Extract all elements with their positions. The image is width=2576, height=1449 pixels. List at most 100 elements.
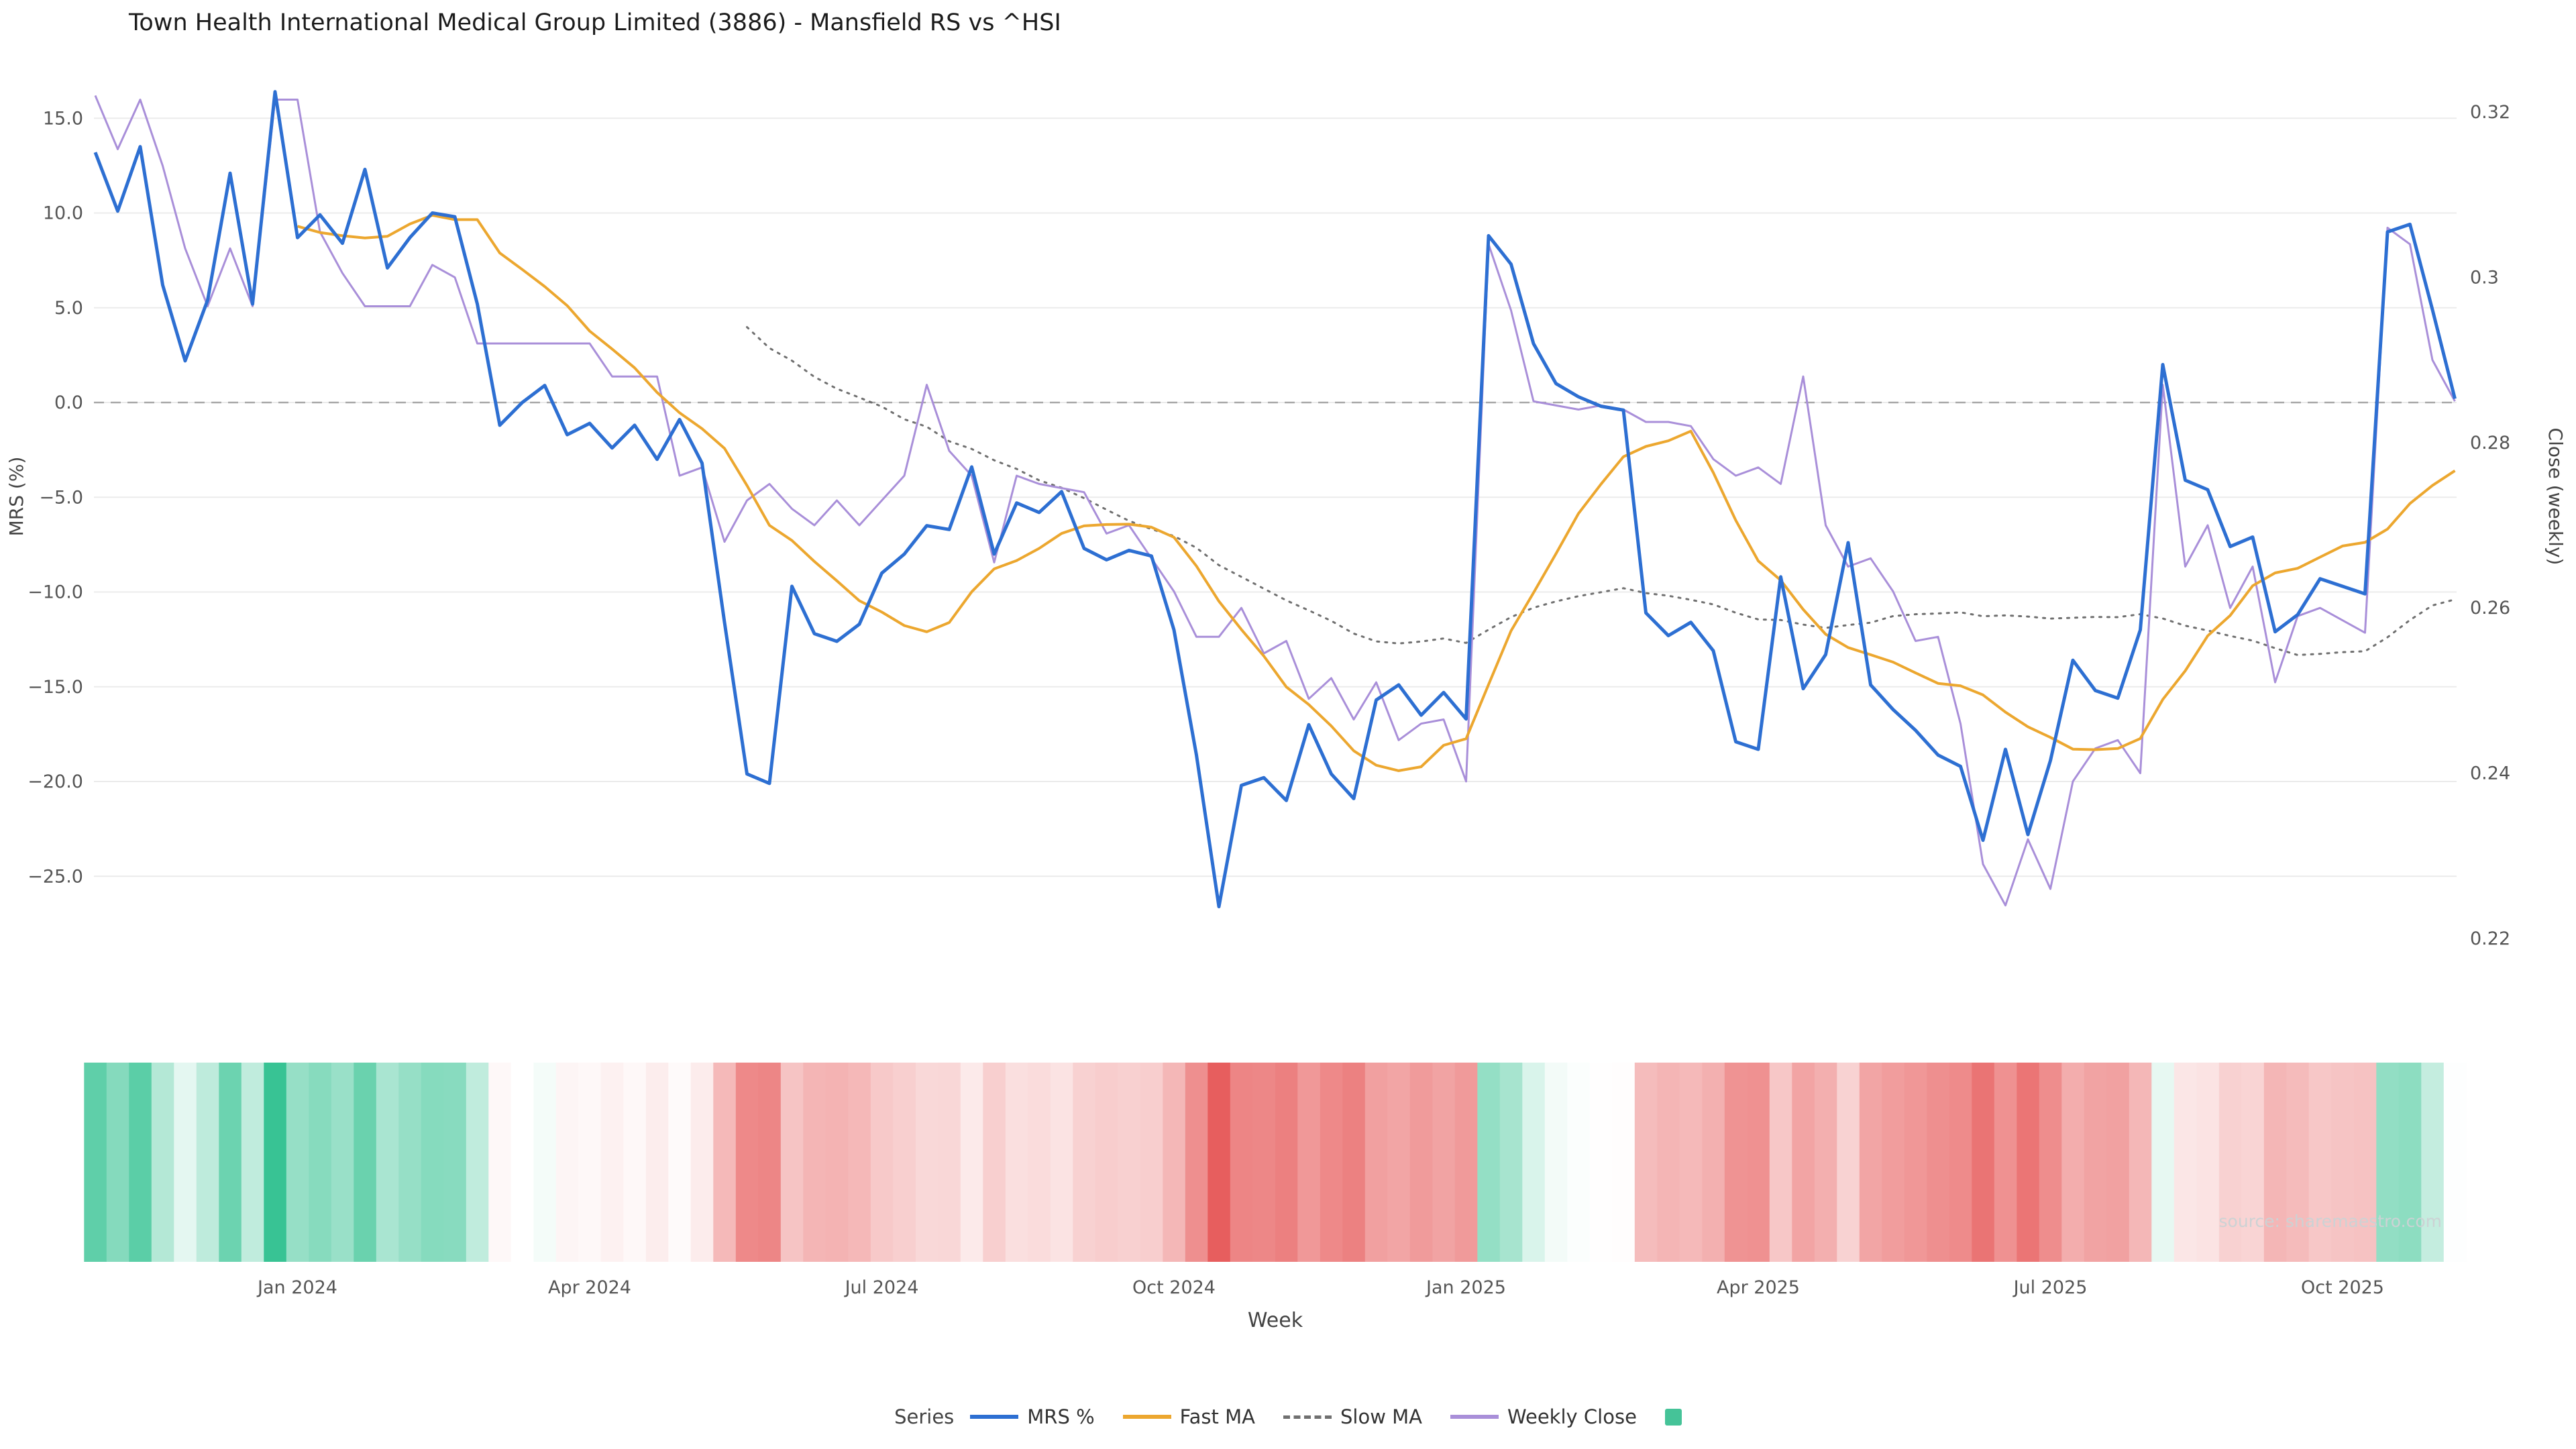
heatmap-cell <box>106 1063 130 1262</box>
heatmap-cell <box>1702 1063 1725 1262</box>
heatmap-cell <box>219 1063 242 1262</box>
heatmap-cell <box>803 1063 826 1262</box>
heatmap-cell <box>1252 1063 1276 1262</box>
heatmap-cell <box>1208 1063 1231 1262</box>
svg-text:−5.0: −5.0 <box>39 487 83 508</box>
legend-label: Fast MA <box>1179 1405 1255 1428</box>
heatmap-cell <box>1477 1063 1501 1262</box>
svg-text:Apr 2025: Apr 2025 <box>1717 1277 1800 1298</box>
legend-item-slow-ma[interactable]: Slow MA <box>1283 1405 1422 1428</box>
heatmap-cell <box>2286 1063 2310 1262</box>
heatmap-cell <box>2376 1063 2400 1262</box>
svg-text:0.32: 0.32 <box>2470 102 2510 123</box>
legend-item-fast-ma[interactable]: Fast MA <box>1122 1405 1255 1428</box>
heatmap-cell <box>533 1063 557 1262</box>
heatmap-cell <box>1814 1063 1838 1262</box>
heatmap-cell <box>938 1063 961 1262</box>
heatmap-cell <box>331 1063 355 1262</box>
legend-item-heatmap[interactable] <box>1664 1408 1682 1426</box>
heatmap-cell <box>1409 1063 1434 1262</box>
right-axis-title: Close (weekly) <box>2544 428 2567 566</box>
heatmap-cell <box>1454 1063 1479 1262</box>
svg-text:Jan 2025: Jan 2025 <box>1425 1277 1506 1298</box>
heatmap-cell <box>2106 1063 2130 1262</box>
heatmap-cell <box>354 1063 377 1262</box>
heatmap-cell <box>1364 1063 1389 1262</box>
heatmap-cell <box>151 1063 175 1262</box>
heatmap-cell <box>1567 1063 1591 1262</box>
legend-swatch <box>1122 1415 1171 1419</box>
heatmap-cell <box>1499 1063 1523 1262</box>
heatmap-cell <box>84 1063 107 1262</box>
heatmap-cell <box>1095 1063 1119 1262</box>
heatmap-cell <box>1972 1063 1995 1262</box>
gridlines <box>94 117 2457 877</box>
heatmap-cell <box>1297 1063 1321 1262</box>
source-watermark: source: sharemaestro.com <box>2218 1212 2443 1231</box>
heatmap-cell <box>600 1063 625 1262</box>
heatmap-cell <box>1185 1063 1209 1262</box>
heatmap-cell <box>1882 1063 1905 1262</box>
heatmap-cell <box>2039 1063 2063 1262</box>
heatmap-cell <box>1522 1063 1546 1262</box>
svg-text:0.24: 0.24 <box>2470 763 2510 784</box>
svg-text:Apr 2024: Apr 2024 <box>548 1277 631 1298</box>
heatmap-cell <box>2196 1063 2220 1262</box>
heatmap-cell <box>735 1063 759 1262</box>
legend: Series MRS % Fast MA Slow MA Weekly Close <box>0 1405 2576 1428</box>
heatmap-cell <box>1320 1063 1344 1262</box>
heatmap-cell <box>241 1063 265 1262</box>
heatmap-cell <box>398 1063 422 1262</box>
heatmap-cell <box>1275 1063 1299 1262</box>
heatmap-cell <box>488 1063 512 1262</box>
heatmap-cell <box>960 1063 984 1262</box>
heatmap-cell <box>129 1063 152 1262</box>
heatmap-cell <box>1342 1063 1366 1262</box>
heatmap-cell <box>758 1063 782 1262</box>
heatmap-cell <box>983 1063 1006 1262</box>
legend-item-weekly-close[interactable]: Weekly Close <box>1450 1405 1637 1428</box>
svg-text:Jul 2024: Jul 2024 <box>844 1277 919 1298</box>
legend-swatch <box>970 1415 1019 1419</box>
heatmap-cell <box>713 1063 737 1262</box>
heatmap-cell <box>848 1063 871 1262</box>
legend-swatch <box>1450 1415 1499 1419</box>
x-axis-title: Week <box>1248 1309 1303 1332</box>
heatmap-cell <box>1679 1063 1703 1262</box>
legend-swatch <box>1664 1408 1682 1426</box>
svg-text:−25.0: −25.0 <box>28 866 83 887</box>
slow-ma-line <box>746 326 2456 656</box>
heatmap-cell <box>2308 1063 2332 1262</box>
svg-text:0.28: 0.28 <box>2470 433 2510 453</box>
heatmap-cell <box>174 1063 197 1262</box>
x-axis-ticks: Jan 2024 Apr 2024 Jul 2024 Oct 2024 Jan 2025… <box>256 1277 2384 1298</box>
heatmap-cell <box>555 1063 580 1262</box>
svg-text:15.0: 15.0 <box>43 108 83 129</box>
heatmap-cell <box>893 1063 916 1262</box>
heatmap-cell <box>1544 1063 1568 1262</box>
svg-text:−10.0: −10.0 <box>28 582 83 603</box>
heatmap-cell <box>1005 1063 1029 1262</box>
legend-title: Series <box>894 1405 955 1428</box>
heatmap-cell <box>196 1063 220 1262</box>
heatmap-cell <box>1230 1063 1254 1262</box>
legend-item-mrs[interactable]: MRS % <box>970 1405 1095 1428</box>
heatmap-cell <box>2129 1063 2153 1262</box>
heatmap-cell <box>2084 1063 2108 1262</box>
heatmap-cell <box>376 1063 400 1262</box>
heatmap-cell <box>264 1063 287 1262</box>
heatmap-cell <box>1657 1063 1680 1262</box>
heatmap-cell <box>1634 1063 1658 1262</box>
svg-text:−20.0: −20.0 <box>28 771 83 792</box>
heatmap-cell <box>1163 1063 1186 1262</box>
legend-label: Weekly Close <box>1507 1405 1637 1428</box>
svg-text:10.0: 10.0 <box>43 203 83 224</box>
weekly-close-line <box>94 95 2456 907</box>
heatmap-cell <box>2331 1063 2355 1262</box>
heatmap-cell <box>1927 1063 1950 1262</box>
heatmap-cell <box>1028 1063 1051 1262</box>
heatmap-cell <box>915 1063 939 1262</box>
svg-text:0.26: 0.26 <box>2470 598 2510 619</box>
heatmap-cell <box>2017 1063 2040 1262</box>
